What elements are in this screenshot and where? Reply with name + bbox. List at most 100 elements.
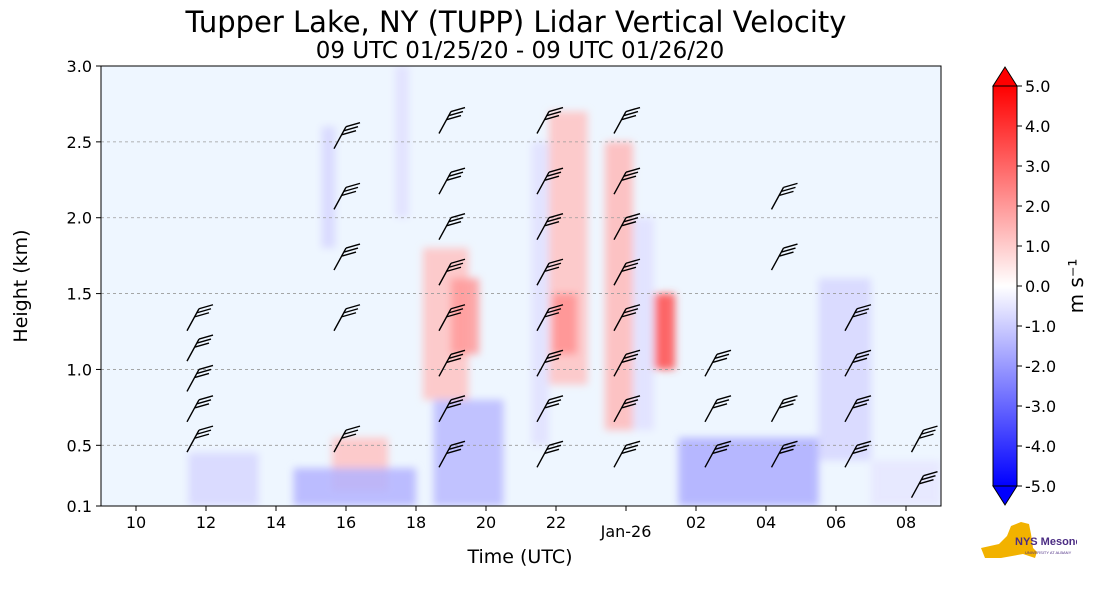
- wind-barb: [438, 349, 466, 377]
- wind-barb: [438, 258, 466, 286]
- colorbar-extend-min: [992, 485, 1018, 506]
- wind-barb: [536, 213, 564, 241]
- wind-barb: [438, 213, 466, 241]
- colorbar-ticks: 5.0 4.0 3.0 2.0 1.0 0.0 -1.0 -2.0 -3.0 -4.0 -5.0: [1017, 77, 1056, 496]
- wind-barb: [536, 106, 564, 134]
- y-tick-label: 0.1: [67, 497, 92, 516]
- wind-barb: [536, 440, 564, 468]
- wind-barb: [438, 440, 466, 468]
- colorbar-tick-label: 5.0: [1025, 77, 1050, 96]
- wind-barb: [704, 349, 732, 377]
- gridlines: [101, 141, 941, 446]
- colorbar-tick-label: 4.0: [1025, 117, 1050, 136]
- wind-barb: [186, 304, 214, 332]
- wind-barb: [536, 395, 564, 423]
- colorbar-tick-label: -5.0: [1025, 477, 1056, 496]
- colorbar-tick-label: 0.0: [1025, 277, 1050, 296]
- x-tick-label: 10: [126, 513, 146, 532]
- velocity-patch: [654, 293, 675, 370]
- colorbar-tick-label: 2.0: [1025, 197, 1050, 216]
- x-tick-label: 18: [406, 513, 426, 532]
- x-axis-label: Time (UTC): [466, 546, 572, 568]
- x-tick-label: 06: [826, 513, 846, 532]
- colorbar: [993, 86, 1017, 486]
- x-tick-label: 04: [756, 513, 776, 532]
- chart-title: Tupper Lake, NY (TUPP) Lidar Vertical Ve…: [185, 5, 847, 39]
- wind-barb: [536, 167, 564, 195]
- wind-barb: [613, 258, 641, 286]
- chart-subtitle: 09 UTC 01/25/20 - 09 UTC 01/26/20: [316, 38, 725, 64]
- wind-barb: [613, 304, 641, 332]
- wind-barb: [704, 395, 732, 423]
- wind-barb: [613, 395, 641, 423]
- wind-barb: [438, 395, 466, 423]
- wind-barb: [438, 106, 466, 134]
- wind-barb: [910, 425, 938, 453]
- colorbar-tick-label: 3.0: [1025, 157, 1050, 176]
- y-tick-label: 1.0: [67, 360, 92, 379]
- velocity-patch: [552, 293, 577, 355]
- logo-text: NYS Mesonet: [1015, 536, 1077, 548]
- velocity-patch: [633, 217, 654, 431]
- wind-barb: [186, 364, 214, 392]
- wind-barb: [333, 304, 361, 332]
- x-tick-label: 08: [896, 513, 916, 532]
- wind-barb: [536, 349, 564, 377]
- x-tick-label: 12: [196, 513, 216, 532]
- velocity-patch: [321, 126, 336, 249]
- colorbar-extend-max: [992, 66, 1018, 87]
- wind-barb: [536, 258, 564, 286]
- plot-frame: [100, 65, 942, 507]
- y-tick-label: 1.5: [67, 285, 92, 304]
- wind-barb: [613, 440, 641, 468]
- wind-barb: [844, 304, 872, 332]
- wind-barb: [704, 440, 732, 468]
- plot-background: [101, 66, 941, 506]
- y-axis-label: Height (km): [10, 229, 32, 342]
- colorbar-tick-label: -2.0: [1025, 357, 1056, 376]
- velocity-patch: [293, 468, 416, 506]
- wind-barb: [186, 425, 214, 453]
- velocity-patch: [433, 399, 504, 506]
- y-tick-label: 0.5: [67, 436, 92, 455]
- wind-barb: [438, 304, 466, 332]
- wind-barb: [613, 106, 641, 134]
- colorbar-tick-label: -1.0: [1025, 317, 1056, 336]
- wind-barb: [844, 349, 872, 377]
- y-axis: 0.1 0.5 1.0 1.5 2.0 2.5 3.0: [67, 57, 101, 516]
- wind-barb: [438, 167, 466, 195]
- wind-barb: [844, 395, 872, 423]
- wind-barb: [770, 440, 798, 468]
- colorbar-tick-label: -3.0: [1025, 397, 1056, 416]
- wind-barb: [613, 349, 641, 377]
- x-tick-label: 20: [476, 513, 496, 532]
- wind-barb: [613, 213, 641, 241]
- wind-barb: [186, 334, 214, 362]
- colorbar-tick-label: -4.0: [1025, 437, 1056, 456]
- x-tick-label: 22: [546, 513, 566, 532]
- velocity-patch: [451, 278, 479, 355]
- x-tick-label: 16: [336, 513, 356, 532]
- y-tick-label: 2.5: [67, 133, 92, 152]
- colorbar-label: m s⁻¹: [1064, 259, 1088, 314]
- wind-barb: [333, 425, 361, 453]
- wind-barb: [910, 470, 938, 498]
- logo-subtext: UNIVERSITY AT ALBANY: [1025, 550, 1072, 555]
- wind-barb: [844, 440, 872, 468]
- y-tick-label: 3.0: [67, 57, 92, 76]
- y-tick-label: 2.0: [67, 209, 92, 228]
- colorbar-tick-label: 1.0: [1025, 237, 1050, 256]
- x-tick-label: Jan-26: [600, 522, 652, 541]
- wind-barb: [770, 243, 798, 271]
- wind-barb: [613, 167, 641, 195]
- wind-barb: [770, 395, 798, 423]
- x-tick-label: 02: [686, 513, 706, 532]
- wind-barb: [770, 182, 798, 210]
- wind-barb: [333, 122, 361, 150]
- velocity-patch: [605, 141, 633, 431]
- x-tick-label: 14: [266, 513, 286, 532]
- ny-state-shape: [981, 522, 1037, 558]
- wind-barb: [536, 304, 564, 332]
- nys-mesonet-logo: NYS Mesonet UNIVERSITY AT ALBANY: [981, 522, 1077, 558]
